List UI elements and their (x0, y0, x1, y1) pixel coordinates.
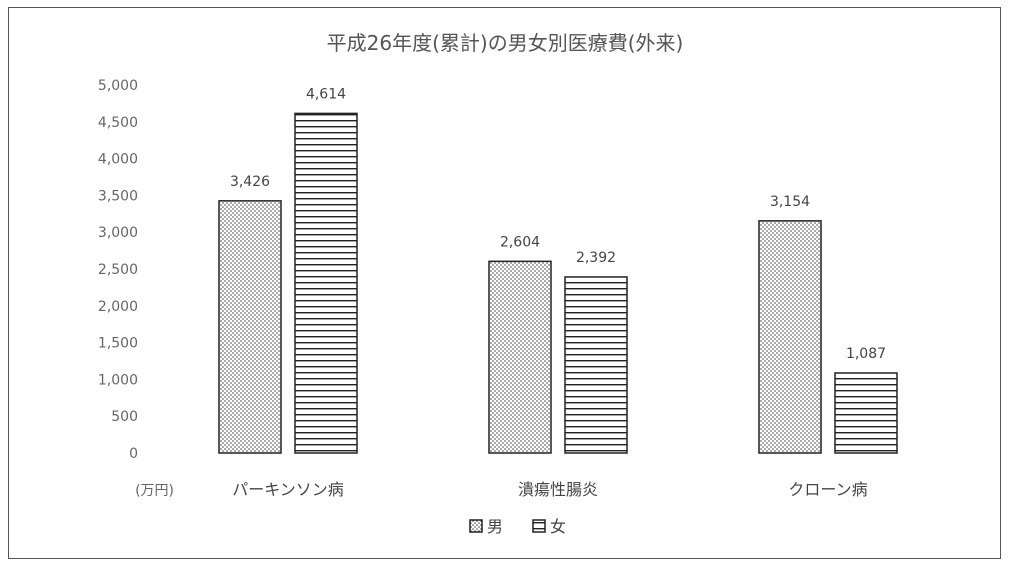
bar-female (564, 276, 628, 454)
y-tick-label: 1,500 (98, 336, 138, 352)
data-label: 3,154 (770, 194, 810, 210)
bar-female (294, 112, 358, 454)
y-tick-label: 2,000 (98, 299, 138, 315)
data-label: 1,087 (846, 346, 886, 362)
bar-male (488, 260, 552, 454)
legend: 男女 (469, 517, 566, 536)
bar-male (758, 220, 822, 454)
y-tick-label: 3,000 (98, 225, 138, 241)
y-unit-label: (万円) (135, 483, 174, 499)
chart-title: 平成26年度(累計)の男女別医療費(外来) (327, 31, 684, 55)
legend-swatch (532, 519, 546, 533)
y-tick-label: 4,000 (98, 152, 138, 168)
category-label: 潰瘍性腸炎 (518, 480, 598, 499)
data-label: 3,426 (230, 174, 270, 190)
y-tick-label: 5,000 (98, 78, 138, 94)
legend-label: 男 (487, 517, 503, 536)
y-tick-label: 500 (111, 409, 138, 425)
y-tick-label: 2,500 (98, 262, 138, 278)
category-label: クローン病 (788, 480, 867, 499)
legend-label: 女 (550, 517, 566, 536)
category-labels: パーキンソン病 潰瘍性腸炎 クローン病 (232, 480, 867, 499)
data-label: 2,392 (576, 250, 616, 266)
y-tick-label: 4,500 (98, 115, 138, 131)
y-tick-label: 1,000 (98, 372, 138, 388)
y-axis: 0 500 1,000 1,500 2,000 2,500 3,000 3,500 4,000 4… (98, 78, 138, 462)
bar-female (834, 372, 898, 454)
bars-group: 3,426 4,614 2,604 2,392 3,154 1,087 (218, 86, 898, 454)
bar-male (218, 200, 282, 454)
data-label: 2,604 (500, 234, 540, 250)
y-tick-label: 0 (129, 446, 138, 462)
category-label: パーキンソン病 (232, 480, 344, 499)
data-label: 4,614 (306, 86, 346, 102)
y-tick-label: 3,500 (98, 188, 138, 204)
legend-swatch (469, 519, 483, 533)
